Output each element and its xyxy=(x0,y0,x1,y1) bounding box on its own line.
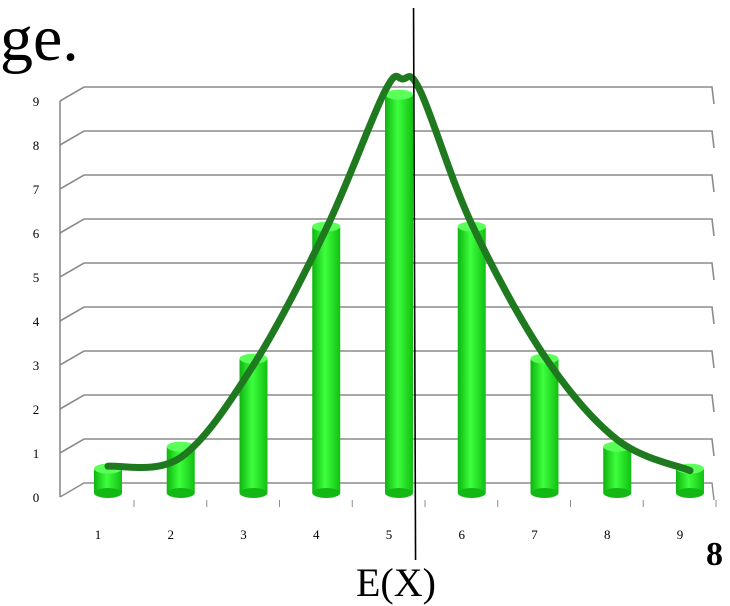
x-tick-label: 9 xyxy=(677,527,684,542)
x-axis-ticks: 1 2 3 4 5 6 7 8 9 xyxy=(95,500,717,542)
x-tick-label: 7 xyxy=(531,527,538,542)
grid-line xyxy=(59,86,715,105)
y-axis-ticks: 0 1 2 3 4 5 6 7 8 9 xyxy=(33,94,40,505)
bar xyxy=(457,221,486,498)
y-tick-label: 6 xyxy=(33,226,40,241)
x-tick-label: 6 xyxy=(459,527,466,542)
title-fragment: ge. xyxy=(0,2,79,75)
bar xyxy=(530,353,559,498)
fitted-curve xyxy=(104,72,694,475)
y-tick-label: 7 xyxy=(33,182,40,197)
bars xyxy=(94,89,704,498)
x-tick-label: 1 xyxy=(95,527,102,542)
expected-value-line xyxy=(412,7,417,561)
bar xyxy=(603,441,632,498)
y-tick-label: 5 xyxy=(33,270,40,285)
y-tick-label: 9 xyxy=(33,94,40,109)
page-number: 8 xyxy=(706,536,723,573)
y-tick-label: 2 xyxy=(33,402,40,417)
x-tick-label: 8 xyxy=(604,527,611,542)
x-tick-label: 2 xyxy=(168,527,175,542)
expected-value-label: E(X) xyxy=(356,560,436,605)
y-tick-label: 4 xyxy=(33,314,40,329)
y-tick-label: 3 xyxy=(33,358,40,373)
x-tick-label: 4 xyxy=(313,527,320,542)
y-tick-label: 8 xyxy=(33,138,40,153)
x-tick-label: 5 xyxy=(386,527,393,542)
bar xyxy=(385,89,413,498)
y-tick-label: 0 xyxy=(33,490,40,505)
x-tick-label: 3 xyxy=(240,527,247,542)
y-tick-label: 1 xyxy=(33,446,40,461)
bar xyxy=(312,221,341,498)
